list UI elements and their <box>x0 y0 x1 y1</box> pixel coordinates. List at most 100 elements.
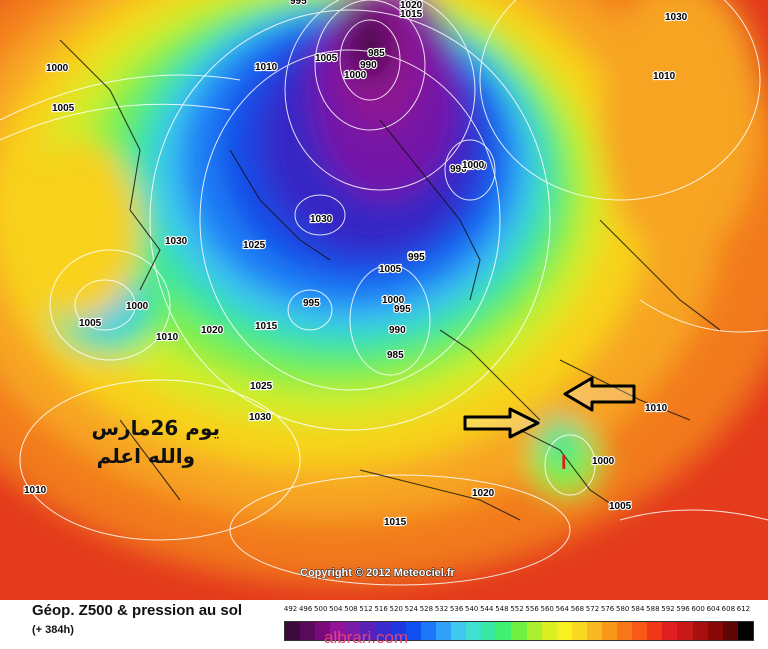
geopotential-map: 995 1020 1015 1030 1000 1010 1005 985 99… <box>0 0 768 600</box>
isobar-label: 1020 <box>472 488 495 499</box>
annotation-note: والله اعلم <box>97 444 195 468</box>
scale-label: 596 <box>676 605 690 613</box>
scale-swatch <box>692 622 708 640</box>
isobar-label: 1000 <box>592 456 615 467</box>
copyright: Copyright © 2012 Meteociel.fr <box>300 567 456 579</box>
annotation-arrows <box>463 376 636 439</box>
isobar-label: 1010 <box>645 403 668 414</box>
isobar-label: 1005 <box>52 103 75 114</box>
isobar-label: 1000 <box>126 301 149 312</box>
scale-label: 508 <box>344 605 358 613</box>
isobar-label: 990 <box>450 164 467 175</box>
legend-title: Géop. Z500 & pression au sol <box>32 602 243 619</box>
isobar-label: 1020 <box>201 325 224 336</box>
scale-swatch <box>511 622 527 640</box>
scale-swatch <box>360 622 376 640</box>
isobar-label: 1000 <box>464 161 487 172</box>
isobar-label: 1015 <box>255 321 278 332</box>
scale-swatch <box>526 622 542 640</box>
position-marker: I <box>561 452 567 474</box>
coastlines <box>59 39 721 521</box>
scale-swatch <box>632 622 648 640</box>
scale-swatch <box>285 622 301 640</box>
isobar-label: 1000 <box>462 160 485 171</box>
isobar-label: 1005 <box>609 501 632 512</box>
scale-swatch <box>451 622 467 640</box>
legend-subtitle: (+ 384h) <box>32 624 74 636</box>
scale-swatch <box>556 622 572 640</box>
isobar-label: 1025 <box>250 381 273 392</box>
isobar-label: 1005 <box>379 264 402 275</box>
scale-label: 520 <box>389 605 403 613</box>
isobar-label: 995 <box>408 252 425 263</box>
scale-label: 604 <box>706 605 720 613</box>
isobar-label: 1015 <box>384 517 407 528</box>
color-scale-labels: 492 496 500 504 508 512 516 520 524 528 532 536 540 5… <box>283 605 753 615</box>
scale-label: 560 <box>540 605 554 613</box>
scale-label: 608 <box>721 605 736 613</box>
isobar-label: 985 <box>387 350 404 361</box>
isobar-label: 1000 <box>344 70 367 81</box>
isobar-label: 1010 <box>156 332 179 343</box>
scale-swatch <box>300 622 316 640</box>
scale-label: 564 <box>555 605 569 613</box>
isobar-label: 995 <box>408 251 425 262</box>
scale-label: 552 <box>510 605 524 613</box>
scale-swatch <box>315 622 331 640</box>
scale-label: 612 <box>736 605 751 613</box>
scale-label: 584 <box>631 605 645 613</box>
scale-label: 592 <box>661 605 675 613</box>
scale-label: 544 <box>480 605 494 613</box>
scale-swatch <box>737 622 753 640</box>
scale-swatch <box>481 622 497 640</box>
scale-label: 524 <box>404 605 418 613</box>
isobar-lines <box>0 0 768 585</box>
scale-label: 512 <box>359 605 373 613</box>
scale-label: 504 <box>329 605 343 613</box>
arrow-right-icon <box>463 407 540 439</box>
isobar-label: 1030 <box>165 236 188 247</box>
scale-label: 496 <box>298 605 313 613</box>
isobar-label: 1005 <box>315 53 338 64</box>
scale-swatch <box>435 622 452 640</box>
isobar-label: 1030 <box>665 12 688 23</box>
isobar-label: 990 <box>360 60 377 71</box>
scale-label: 576 <box>600 605 615 613</box>
isobar-label: 1010 <box>255 62 278 73</box>
scale-label: 532 <box>434 605 449 613</box>
scale-label: 516 <box>374 605 388 613</box>
arrow-left-icon <box>563 376 636 412</box>
scale-swatch <box>647 622 663 640</box>
isobar-label: 1030 <box>249 412 272 423</box>
scale-label: 540 <box>465 605 479 613</box>
scale-label: 600 <box>691 605 705 613</box>
color-scale-bar <box>284 621 754 641</box>
scale-swatch <box>677 622 693 640</box>
scale-label: 580 <box>615 605 630 613</box>
scale-label: 572 <box>585 605 600 613</box>
isobar-label: 1010 <box>24 485 47 496</box>
isobar-label: 1000 <box>46 63 69 74</box>
scale-swatch <box>420 622 436 640</box>
scale-label: 588 <box>646 605 660 613</box>
scale-label: 528 <box>419 605 434 613</box>
scale-label: 492 <box>283 605 298 613</box>
isobar-label: 1015 <box>400 9 423 20</box>
scale-swatch <box>586 622 602 640</box>
isobar-label: 985 <box>368 48 385 59</box>
color-field <box>0 0 768 600</box>
scale-label: 568 <box>570 605 585 613</box>
isobar-label: 995 <box>394 304 411 315</box>
scale-swatch <box>722 622 738 640</box>
scale-label: 548 <box>495 605 509 613</box>
scale-label: 500 <box>314 605 328 613</box>
scale-swatch <box>390 622 406 640</box>
isobar-label: 1025 <box>243 240 266 251</box>
scale-swatch <box>375 622 391 640</box>
isobar-label: 990 <box>389 325 406 336</box>
scale-swatch <box>662 622 678 640</box>
isobar-label: 1030 <box>310 214 333 225</box>
isobar-label: 1020 <box>400 0 423 11</box>
scale-swatch <box>707 622 723 640</box>
isobar-label: 995 <box>303 298 320 309</box>
